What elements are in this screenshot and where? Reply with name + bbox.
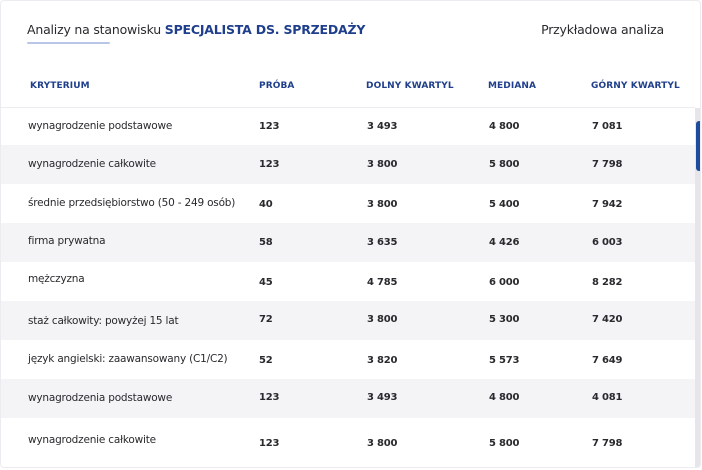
table-row: wynagrodzenia podstawowe 123 3 493 4 800… bbox=[1, 379, 695, 418]
lower-quartile-cell: 3 800 bbox=[367, 438, 398, 449]
sample-cell: 123 bbox=[259, 438, 280, 449]
page-title: Analizy na stanowisku SPECJALISTA DS. SP… bbox=[27, 22, 365, 37]
table-row: wynagrodzenie podstawowe 123 3 493 4 800… bbox=[1, 108, 695, 147]
criterion-cell: firma prywatna bbox=[28, 235, 106, 247]
column-header-criterion[interactable]: KRYTERIUM bbox=[30, 81, 90, 91]
criterion-cell: wynagrodzenia podstawowe bbox=[28, 392, 173, 404]
lower-quartile-cell: 3 800 bbox=[367, 199, 398, 210]
lower-quartile-cell: 3 820 bbox=[367, 355, 398, 366]
column-header-upper-quartile[interactable]: GÓRNY KWARTYL bbox=[591, 81, 680, 91]
median-cell: 5 300 bbox=[489, 314, 520, 325]
table-header: KRYTERIUM PRÓBA DOLNY KWARTYL MEDIANA GÓ… bbox=[1, 71, 695, 108]
column-header-sample[interactable]: PRÓBA bbox=[259, 81, 295, 91]
table-row: język angielski: zaawansowany (C1/C2) 52… bbox=[1, 340, 695, 379]
column-header-lower-quartile[interactable]: DOLNY KWARTYL bbox=[366, 81, 454, 91]
table-row: staż całkowity: powyżej 15 lat 72 3 800 … bbox=[1, 301, 695, 340]
median-cell: 6 000 bbox=[489, 277, 520, 288]
criterion-cell: średnie przedsiębiorstwo (50 - 249 osób) bbox=[28, 197, 236, 209]
sample-cell: 123 bbox=[259, 121, 280, 132]
title-prefix: Analizy na stanowisku bbox=[27, 22, 161, 37]
sample-cell: 72 bbox=[259, 314, 273, 325]
lower-quartile-cell: 4 785 bbox=[367, 277, 398, 288]
median-cell: 4 800 bbox=[489, 392, 520, 403]
criterion-cell: mężczyzna bbox=[28, 273, 85, 285]
upper-quartile-cell: 7 649 bbox=[592, 355, 623, 366]
sample-cell: 123 bbox=[259, 159, 280, 170]
sample-cell: 40 bbox=[259, 199, 273, 210]
upper-quartile-cell: 8 282 bbox=[592, 277, 623, 288]
criterion-cell: język angielski: zaawansowany (C1/C2) bbox=[28, 353, 228, 365]
title-underline bbox=[27, 42, 110, 44]
criterion-cell: wynagrodzenie podstawowe bbox=[28, 120, 173, 132]
table-body: wynagrodzenie podstawowe 123 3 493 4 800… bbox=[1, 108, 695, 467]
lower-quartile-cell: 3 800 bbox=[367, 314, 398, 325]
median-cell: 4 800 bbox=[489, 121, 520, 132]
table-row: wynagrodzenie całkowite 123 3 800 5 800 … bbox=[1, 418, 695, 467]
sample-analysis-link[interactable]: Przykładowa analiza bbox=[541, 22, 664, 37]
upper-quartile-cell: 7 081 bbox=[592, 121, 623, 132]
upper-quartile-cell: 4 081 bbox=[592, 392, 623, 403]
lower-quartile-cell: 3 800 bbox=[367, 159, 398, 170]
sample-cell: 52 bbox=[259, 355, 273, 366]
median-cell: 5 573 bbox=[489, 355, 520, 366]
lower-quartile-cell: 3 493 bbox=[367, 392, 398, 403]
criterion-cell: staż całkowity: powyżej 15 lat bbox=[28, 315, 179, 327]
job-position: SPECJALISTA DS. SPRZEDAŻY bbox=[164, 22, 366, 37]
criterion-cell: wynagrodzenie całkowite bbox=[28, 158, 156, 170]
lower-quartile-cell: 3 493 bbox=[367, 121, 398, 132]
upper-quartile-cell: 7 420 bbox=[592, 314, 623, 325]
sample-cell: 58 bbox=[259, 237, 273, 248]
table-row: firma prywatna 58 3 635 4 426 6 003 bbox=[1, 223, 695, 262]
upper-quartile-cell: 6 003 bbox=[592, 237, 623, 248]
sample-cell: 123 bbox=[259, 392, 280, 403]
column-header-median[interactable]: MEDIANA bbox=[488, 81, 537, 91]
median-cell: 5 800 bbox=[489, 438, 520, 449]
median-cell: 5 400 bbox=[489, 199, 520, 210]
sample-cell: 45 bbox=[259, 277, 273, 288]
upper-quartile-cell: 7 942 bbox=[592, 199, 623, 210]
median-cell: 5 800 bbox=[489, 159, 520, 170]
lower-quartile-cell: 3 635 bbox=[367, 237, 398, 248]
scrollbar-thumb[interactable] bbox=[696, 121, 700, 171]
median-cell: 4 426 bbox=[489, 237, 520, 248]
upper-quartile-cell: 7 798 bbox=[592, 438, 623, 449]
upper-quartile-cell: 7 798 bbox=[592, 159, 623, 170]
table-row: mężczyzna 45 4 785 6 000 8 282 bbox=[1, 262, 695, 301]
criterion-cell: wynagrodzenie całkowite bbox=[28, 434, 156, 446]
table-scrollbar[interactable] bbox=[695, 108, 700, 467]
table-row: średnie przedsiębiorstwo (50 - 249 osób)… bbox=[1, 184, 695, 223]
table-row: wynagrodzenie całkowite 123 3 800 5 800 … bbox=[1, 145, 695, 184]
